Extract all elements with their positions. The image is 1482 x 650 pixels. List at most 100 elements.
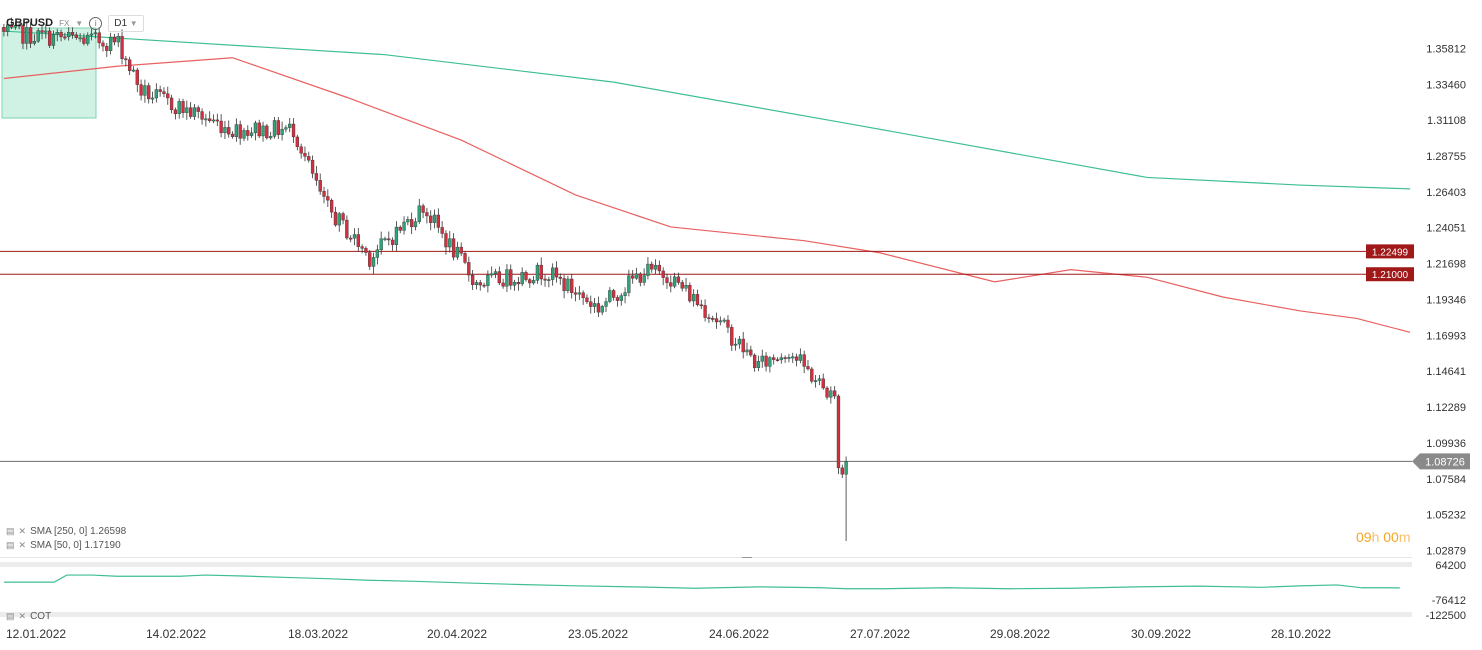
candle[interactable]: [112, 36, 117, 43]
candle[interactable]: [455, 246, 460, 258]
candle[interactable]: [230, 133, 235, 137]
candle[interactable]: [444, 233, 448, 248]
candle[interactable]: [371, 257, 376, 267]
candle[interactable]: [101, 42, 105, 47]
candle[interactable]: [836, 395, 841, 469]
candle[interactable]: [51, 34, 56, 46]
candle[interactable]: [680, 282, 684, 289]
list-icon[interactable]: ▤: [6, 540, 15, 550]
candle[interactable]: [806, 366, 810, 370]
candle[interactable]: [402, 221, 406, 231]
candle[interactable]: [653, 264, 658, 270]
candle[interactable]: [341, 213, 345, 221]
candle[interactable]: [611, 290, 616, 298]
close-icon[interactable]: ✕: [18, 526, 27, 536]
candle[interactable]: [360, 246, 364, 249]
candle[interactable]: [89, 33, 94, 36]
candle[interactable]: [143, 85, 147, 96]
candle[interactable]: [32, 40, 37, 44]
candle[interactable]: [238, 124, 242, 139]
candle[interactable]: [833, 390, 837, 397]
candle[interactable]: [383, 238, 387, 241]
candle[interactable]: [592, 303, 597, 307]
candle[interactable]: [432, 214, 437, 223]
timeframe-select[interactable]: D1 ▼: [108, 14, 144, 32]
candle[interactable]: [688, 285, 692, 302]
candle[interactable]: [676, 276, 681, 283]
candle[interactable]: [581, 292, 585, 299]
candle[interactable]: [387, 238, 391, 241]
candle[interactable]: [737, 338, 742, 345]
candle[interactable]: [703, 305, 707, 318]
candle[interactable]: [417, 205, 421, 222]
candle[interactable]: [490, 273, 494, 276]
candle[interactable]: [505, 269, 509, 287]
candle[interactable]: [59, 32, 63, 38]
sma50-line[interactable]: [3, 57, 1411, 333]
candle[interactable]: [802, 354, 806, 367]
candle[interactable]: [642, 275, 646, 283]
candle[interactable]: [413, 221, 418, 228]
candle[interactable]: [714, 318, 719, 323]
candle[interactable]: [303, 152, 307, 157]
candle[interactable]: [608, 290, 612, 302]
candle[interactable]: [322, 191, 326, 197]
candle[interactable]: [188, 107, 193, 117]
symbol-dropdown-icon[interactable]: ▼: [75, 18, 84, 28]
candle[interactable]: [166, 93, 170, 99]
candle[interactable]: [349, 237, 353, 240]
candle[interactable]: [425, 212, 429, 217]
candle[interactable]: [707, 317, 711, 319]
close-icon[interactable]: ✕: [18, 540, 27, 550]
candle[interactable]: [768, 357, 772, 367]
candle[interactable]: [219, 120, 223, 134]
candle[interactable]: [650, 263, 654, 270]
candle[interactable]: [204, 118, 208, 121]
candle[interactable]: [329, 199, 334, 213]
candle[interactable]: [291, 123, 296, 138]
candle[interactable]: [364, 248, 368, 253]
candle[interactable]: [730, 327, 734, 346]
candle[interactable]: [17, 24, 21, 27]
candle[interactable]: [128, 59, 132, 71]
candle[interactable]: [760, 355, 764, 362]
candle[interactable]: [398, 226, 402, 231]
candle[interactable]: [524, 272, 528, 280]
candle[interactable]: [482, 284, 486, 287]
candle[interactable]: [410, 219, 414, 228]
candle[interactable]: [596, 303, 601, 313]
candle[interactable]: [817, 378, 822, 381]
candle[interactable]: [36, 30, 40, 42]
candle[interactable]: [326, 196, 330, 201]
candle[interactable]: [139, 84, 143, 96]
candle[interactable]: [619, 295, 623, 301]
candle[interactable]: [253, 122, 258, 134]
candle[interactable]: [493, 271, 498, 275]
candle[interactable]: [551, 267, 555, 280]
candle[interactable]: [810, 368, 814, 382]
candle[interactable]: [63, 36, 67, 39]
candle[interactable]: [497, 271, 501, 284]
candle[interactable]: [318, 180, 322, 192]
candle[interactable]: [840, 467, 844, 475]
candle[interactable]: [375, 249, 380, 258]
candle[interactable]: [13, 24, 17, 28]
candle[interactable]: [436, 214, 440, 228]
candle[interactable]: [429, 215, 433, 223]
candle[interactable]: [554, 267, 559, 278]
candle[interactable]: [741, 338, 745, 353]
candle[interactable]: [177, 101, 181, 115]
candle[interactable]: [775, 359, 780, 362]
candle[interactable]: [44, 30, 48, 33]
candle[interactable]: [135, 69, 139, 85]
info-icon[interactable]: i: [89, 16, 103, 30]
candle[interactable]: [421, 205, 425, 213]
candle[interactable]: [467, 262, 471, 276]
candle[interactable]: [6, 24, 10, 32]
candle[interactable]: [288, 123, 292, 128]
pane-divider[interactable]: [0, 562, 1412, 567]
candle[interactable]: [722, 319, 726, 322]
candle[interactable]: [798, 354, 803, 361]
candle[interactable]: [733, 343, 738, 346]
candle[interactable]: [261, 125, 265, 137]
